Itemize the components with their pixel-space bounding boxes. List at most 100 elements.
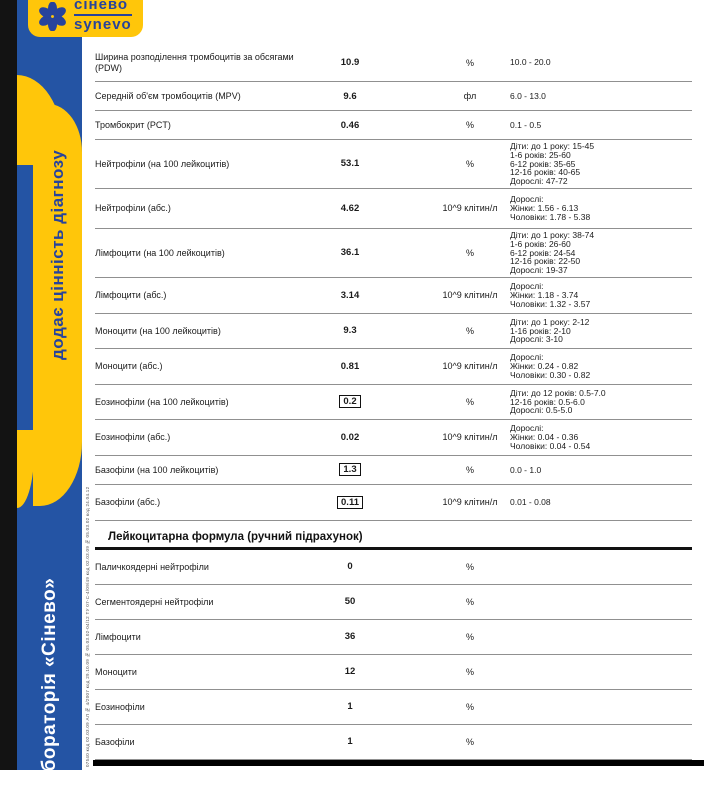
lab-name-vertical: лабораторія «Сінево» xyxy=(39,577,60,795)
synevo-logo: сінево synevo xyxy=(28,0,143,37)
reference-line: Жінки: 1.56 - 6.13 xyxy=(510,203,579,214)
result-value-cell: 1.3 xyxy=(315,463,385,477)
reference-line: 1-6 років: 25-60 xyxy=(510,149,571,160)
result-value: 1 xyxy=(347,701,353,713)
reference-line: Жінки: 0.04 - 0.36 xyxy=(510,432,579,443)
brand-slogan-vertical: додає цінність діагнозу xyxy=(48,149,67,361)
result-value: 50 xyxy=(344,596,356,608)
test-name: Ширина розподілення тромбоцитів за обсяг… xyxy=(95,52,294,73)
table-row: Моноцити (на 100 лейкоцитів) 9.3 % Діти:… xyxy=(95,314,692,349)
table-row: Лімфоцити (абс.) 3.14 10^9 клітин/л Доро… xyxy=(95,278,692,314)
yellow-band-bottom-curve xyxy=(17,430,34,508)
reference-line: 0.1 - 0.5 xyxy=(510,119,542,130)
reference-line: Дорослі: 3-10 xyxy=(510,334,563,345)
section-leukocyte-formula-title: Лейкоцитарна формула (ручний підрахунок) xyxy=(95,531,692,550)
table-row: Лімфоцити 36 % xyxy=(95,620,692,655)
test-name: Еозинофіли (на 100 лейкоцитів) xyxy=(95,396,229,407)
table-row: Еозинофіли 1 % xyxy=(95,690,692,725)
result-value: 53.1 xyxy=(340,158,360,170)
reference-line: Чоловіки: 0.04 - 0.54 xyxy=(510,440,591,451)
table-row: Еозинофіли (абс.) 0.02 10^9 клітин/л Дор… xyxy=(95,420,692,456)
result-value-cell: 50 xyxy=(315,596,385,607)
reference-range: 6.0 - 13.0 xyxy=(510,90,692,101)
reference-line: Чоловіки: 1.78 - 5.38 xyxy=(510,211,591,222)
unit: % xyxy=(465,631,474,642)
reference-line: 12-16 років: 0.5-6.0 xyxy=(510,396,585,407)
unit: 10^9 клітин/л xyxy=(442,290,498,301)
table-row: Еозинофіли (на 100 лейкоцитів) 0.2 % Діт… xyxy=(95,385,692,420)
reference-range: 0.01 - 0.08 xyxy=(510,498,692,507)
result-value: 9.6 xyxy=(343,90,357,102)
result-value: 12 xyxy=(344,666,356,678)
unit: % xyxy=(465,561,474,572)
reference-line: Жінки: 1.18 - 3.74 xyxy=(510,290,579,301)
logo-text-latin: synevo xyxy=(74,16,132,33)
result-value-cell: 0.81 xyxy=(315,361,385,372)
unit: фл xyxy=(463,91,477,101)
page-edge-shadow xyxy=(0,0,17,770)
test-name: Еозинофіли xyxy=(95,701,145,712)
reference-line: 12-16 років: 40-65 xyxy=(510,167,581,178)
reference-line: 6.0 - 13.0 xyxy=(510,90,546,101)
reference-line: Діти: до 1 року: 38-74 xyxy=(510,229,595,240)
unit: % xyxy=(465,325,474,336)
unit: % xyxy=(465,464,474,475)
table-row: Моноцити (абс.) 0.81 10^9 клітин/л Дорос… xyxy=(95,349,692,385)
section-divider-bar xyxy=(93,759,704,766)
test-name: Лімфоцити (абс.) xyxy=(95,290,167,301)
reference-line: Дорослі: 19-37 xyxy=(510,265,568,276)
test-name: Еозинофіли (абс.) xyxy=(95,432,171,443)
reference-line: Дорослі: 47-72 xyxy=(510,176,568,187)
reference-range: Діти: до 1 року: 38-74 1-6 років: 26-60 6-… xyxy=(510,231,692,275)
reference-line: Діти: до 1 року: 2-12 xyxy=(510,316,590,327)
table-row: Базофіли (на 100 лейкоцитів) 1.3 % 0.0 -… xyxy=(95,456,692,485)
unit: % xyxy=(465,247,474,258)
unit: % xyxy=(465,666,474,677)
result-value: 0.2 xyxy=(339,395,361,409)
yellow-band xyxy=(33,104,82,506)
reference-range: 0.0 - 1.0 xyxy=(510,464,692,475)
table-row: Моноцити 12 % xyxy=(95,655,692,690)
test-name: Лімфоцити xyxy=(95,631,141,642)
reference-line: Чоловіки: 1.32 - 3.57 xyxy=(510,298,591,309)
brand-ribbon xyxy=(17,0,82,770)
result-value: 0.81 xyxy=(340,360,360,372)
test-name: Сегментоядерні нейтрофіли xyxy=(95,596,214,607)
reference-range: 0.1 - 0.5 xyxy=(510,119,692,130)
table-row: Базофіли (абс.) 0.11 10^9 клітин/л 0.01 … xyxy=(95,485,692,521)
unit: % xyxy=(465,596,474,607)
reference-line: Дорослі: xyxy=(510,281,544,292)
hematology-rows: Ширина розподілення тромбоцитів за обсяг… xyxy=(95,44,692,521)
result-value-cell: 0.46 xyxy=(315,120,385,131)
table-row: Ширина розподілення тромбоцитів за обсяг… xyxy=(95,44,692,82)
unit: 10^9 клітин/л xyxy=(442,497,498,508)
test-name: Паличкоядерні нейтрофіли xyxy=(95,561,209,572)
result-value: 36 xyxy=(344,631,356,643)
result-value-cell: 0.11 xyxy=(315,495,385,509)
synevo-flower-icon xyxy=(39,2,66,31)
logo-wordmark: сінево synevo xyxy=(74,0,132,32)
result-value-cell: 0.2 xyxy=(315,395,385,409)
test-name: Тромбокрит (PCT) xyxy=(95,119,171,130)
reference-line: 0.0 - 1.0 xyxy=(510,464,542,475)
result-value-cell: 1 xyxy=(315,701,385,712)
table-row: Паличкоядерні нейтрофіли 0 % xyxy=(95,550,692,585)
reference-line: Діти: до 1 року: 15-45 xyxy=(510,141,595,151)
reference-line: 12-16 років: 22-50 xyxy=(510,256,581,267)
reference-line: 1-16 років: 2-10 xyxy=(510,325,571,336)
result-value: 3.14 xyxy=(340,289,360,301)
unit: 10^9 клітин/л xyxy=(442,432,498,443)
result-value-cell: 0.02 xyxy=(315,432,385,443)
manual-count-rows: Паличкоядерні нейтрофіли 0 % Сегментояде… xyxy=(95,550,692,760)
result-value: 0.46 xyxy=(340,119,360,131)
reference-line: 10.0 - 20.0 xyxy=(510,57,551,68)
test-name: Нейтрофіли (абс.) xyxy=(95,203,171,214)
result-value-cell: 0 xyxy=(315,561,385,572)
reference-range: Дорослі: Жінки: 1.56 - 6.13 Чоловіки: 1.78… xyxy=(510,195,692,221)
lab-report-table: Ширина розподілення тромбоцитів за обсяг… xyxy=(93,44,704,766)
result-value-cell: 10.9 xyxy=(315,57,385,68)
reference-range: Дорослі: Жінки: 1.18 - 3.74 Чоловіки: 1.32… xyxy=(510,282,692,308)
reference-range: Дорослі: Жінки: 0.24 - 0.82 Чоловіки: 0.30… xyxy=(510,353,692,379)
unit: 10^9 клітин/л xyxy=(442,203,498,214)
result-value-cell: 12 xyxy=(315,666,385,677)
